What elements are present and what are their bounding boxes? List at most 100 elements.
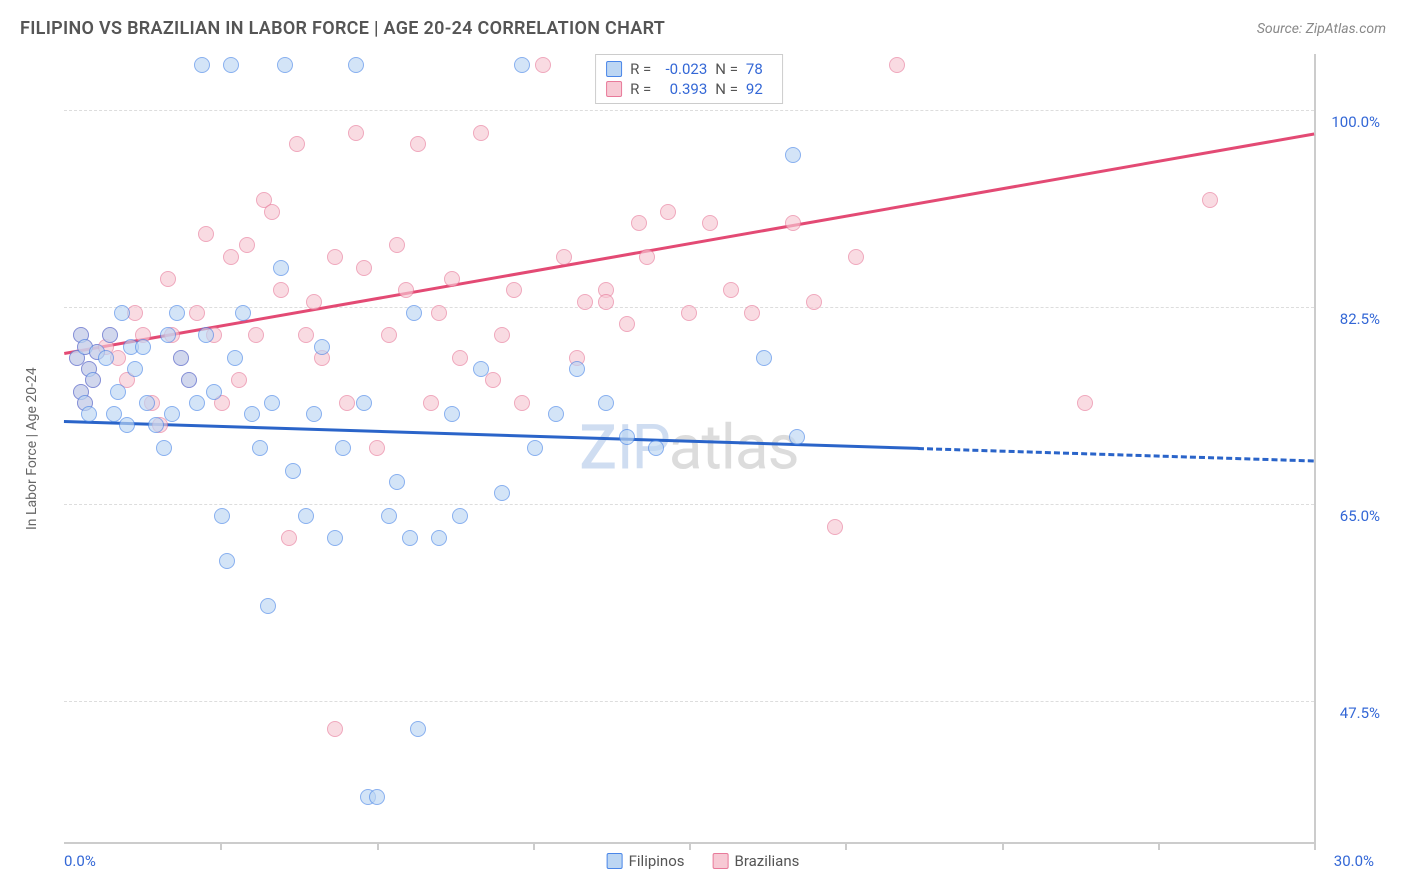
data-point-filipinos [598,395,614,411]
data-point-filipinos [139,395,155,411]
data-point-brazilians [281,530,297,546]
data-point-filipinos [98,350,114,366]
data-point-filipinos [648,440,664,456]
data-point-filipinos [785,147,801,163]
data-point-brazilians [1202,192,1218,208]
data-point-filipinos [444,406,460,422]
data-point-filipinos [410,721,426,737]
correlation-stats-box: R = -0.023 N = 78 R = 0.393 N = 92 [595,54,783,104]
y-tick-label: 100.0% [1331,113,1380,131]
legend-item-filipinos: Filipinos [607,852,685,870]
data-point-filipinos [181,372,197,388]
data-point-brazilians [452,350,468,366]
r-value-filipinos: -0.023 [659,60,707,78]
data-point-filipinos [314,339,330,355]
data-point-filipinos [277,57,293,73]
data-point-filipinos [227,350,243,366]
data-point-filipinos [127,361,143,377]
legend-swatch-brazilians [713,853,729,869]
data-point-brazilians [744,305,760,321]
y-tick-label: 65.0% [1340,507,1380,525]
x-tick-mark [377,842,379,850]
x-tick-mark [845,842,847,850]
data-point-brazilians [660,204,676,220]
data-point-filipinos [235,305,251,321]
chart-title: FILIPINO VS BRAZILIAN IN LABOR FORCE | A… [20,18,665,39]
data-point-filipinos [173,350,189,366]
data-point-brazilians [577,294,593,310]
data-point-filipinos [348,57,364,73]
data-point-brazilians [381,327,397,343]
x-tick-label-end: 30.0% [1334,852,1374,870]
data-point-filipinos [198,327,214,343]
n-label: N = [715,80,738,98]
data-point-brazilians [494,327,510,343]
data-point-filipinos [402,530,418,546]
data-point-brazilians [273,282,289,298]
data-point-brazilians [348,125,364,141]
data-point-brazilians [327,249,343,265]
data-point-brazilians [785,215,801,231]
data-point-filipinos [548,406,564,422]
data-point-filipinos [473,361,489,377]
data-point-brazilians [598,294,614,310]
data-point-filipinos [369,789,385,805]
data-point-brazilians [189,305,205,321]
data-point-filipinos [327,530,343,546]
data-point-filipinos [285,463,301,479]
data-point-brazilians [619,316,635,332]
data-point-brazilians [723,282,739,298]
data-point-brazilians [702,215,718,231]
data-point-brazilians [198,226,214,242]
data-point-brazilians [327,721,343,737]
data-point-filipinos [160,327,176,343]
data-point-brazilians [506,282,522,298]
n-value-brazilians: 92 [746,80,772,98]
gridline [64,504,1314,505]
data-point-brazilians [231,372,247,388]
x-tick-mark [1314,842,1316,850]
gridline [64,701,1314,702]
data-point-brazilians [223,249,239,265]
y-axis-title: In Labor Force | Age 20-24 [24,367,40,530]
data-point-filipinos [494,485,510,501]
data-point-filipinos [306,406,322,422]
y-tick-label: 82.5% [1340,310,1380,328]
data-point-filipinos [110,384,126,400]
data-point-brazilians [806,294,822,310]
data-point-brazilians [248,327,264,343]
data-point-filipinos [164,406,180,422]
data-point-filipinos [619,429,635,445]
legend: Filipinos Brazilians [607,852,800,870]
data-point-filipinos [85,372,101,388]
watermark: Z IP atlas [579,412,798,485]
watermark-z: Z [579,412,616,485]
x-tick-mark [1158,842,1160,850]
data-point-brazilians [535,57,551,73]
data-point-filipinos [206,384,222,400]
data-point-brazilians [1077,395,1093,411]
data-point-brazilians [356,260,372,276]
data-point-filipinos [189,395,205,411]
data-point-filipinos [156,440,172,456]
stats-row-brazilians: R = 0.393 N = 92 [606,79,772,99]
data-point-filipinos [273,260,289,276]
legend-label-filipinos: Filipinos [629,852,685,870]
data-point-filipinos [431,530,447,546]
data-point-brazilians [389,237,405,253]
watermark-atlas: atlas [669,412,799,485]
x-tick-mark [1002,842,1004,850]
data-point-filipinos [260,598,276,614]
r-value-brazilians: 0.393 [659,80,707,98]
gridline [64,110,1314,111]
r-label: R = [630,80,651,98]
data-point-filipinos [389,474,405,490]
data-point-brazilians [264,204,280,220]
data-point-filipinos [756,350,772,366]
legend-item-brazilians: Brazilians [713,852,800,870]
data-point-filipinos [102,327,118,343]
data-point-brazilians [306,294,322,310]
data-point-brazilians [398,282,414,298]
plot-area: Z IP atlas R = -0.023 N = 78 R = 0.393 N… [64,54,1316,844]
data-point-filipinos [223,57,239,73]
